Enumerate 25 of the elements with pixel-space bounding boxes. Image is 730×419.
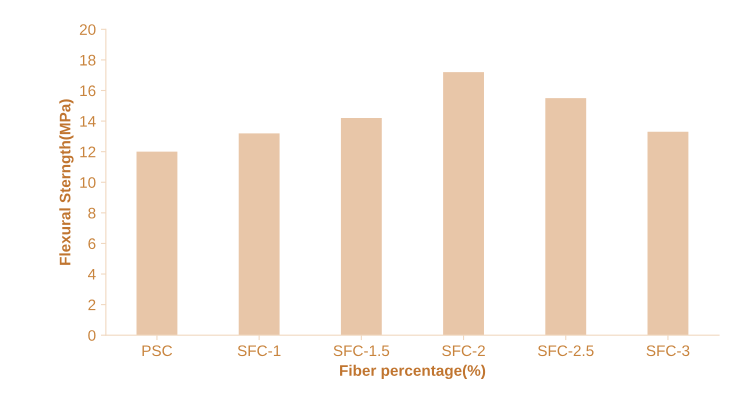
y-tick-label: 10 — [80, 177, 96, 188]
y-tick-label: 6 — [88, 238, 96, 250]
x-tick-label: SFC-1 — [238, 345, 280, 356]
y-tick-label: 14 — [80, 116, 96, 127]
y-tick-label: 12 — [80, 146, 96, 158]
x-tick-label: SFC-2 — [442, 345, 485, 356]
bar — [238, 133, 280, 336]
y-tick-label: 16 — [80, 85, 96, 96]
bar — [648, 132, 688, 336]
bar — [340, 118, 382, 336]
y-tick-label: 8 — [88, 208, 96, 219]
y-tick-label: 4 — [88, 269, 96, 280]
x-axis-title: Fiber percentage(%) — [340, 364, 486, 380]
x-tick-label: SFC-3 — [646, 345, 690, 356]
y-axis-title: Flexural Sterngth(MPa) — [59, 99, 74, 265]
bar — [136, 152, 178, 336]
x-tick-label: SFC-1.5 — [334, 345, 390, 356]
y-tick-label: 0 — [88, 330, 96, 341]
x-tick-label: SFC-2.5 — [538, 345, 594, 356]
bar — [545, 98, 586, 336]
x-tick-label: PSC — [142, 345, 172, 356]
y-tick-label: 2 — [88, 299, 96, 310]
y-tick-label: 18 — [80, 54, 96, 66]
bar — [443, 72, 484, 336]
y-tick-label: 20 — [80, 24, 96, 36]
